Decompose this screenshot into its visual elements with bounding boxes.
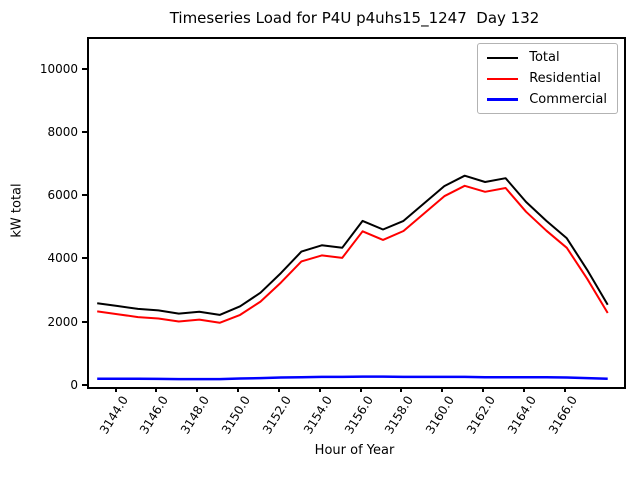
y-tick-label: 4000 [47,251,78,266]
legend-entry-total: Total [487,50,607,65]
legend-label: Residential [529,71,601,86]
y-tick-mark [82,194,87,197]
x-tick-mark [441,387,444,392]
x-tick-mark [114,387,117,392]
legend-label: Commercial [529,92,607,107]
legend-entry-residential: Residential [487,71,607,86]
y-tick-label: 0 [70,378,78,392]
y-tick-label: 10000 [39,61,78,76]
legend: Total Residential Commercial [477,43,618,114]
total-line-swatch-icon [487,56,519,59]
legend-label: Total [529,50,560,65]
x-tick-mark [155,387,158,392]
x-tick-mark [277,387,280,392]
x-tick-mark [237,387,240,392]
residential-line-swatch-icon [487,77,519,80]
x-tick-mark [522,387,525,392]
y-tick-mark [82,257,87,260]
x-tick-mark [563,387,566,392]
x-tick-mark [318,387,321,392]
x-tick-mark [196,387,199,392]
y-tick-mark [82,320,87,323]
x-tick-mark [400,387,403,392]
y-tick-mark [82,384,87,386]
plot-area: Total Residential Commercial [87,37,626,389]
total-line [97,174,609,316]
y-tick-label: 2000 [47,314,78,329]
commercial-line [97,375,608,381]
y-tick-mark [82,130,87,133]
x-tick-mark [359,387,362,392]
residential-line [97,184,609,324]
data-lines [97,174,609,381]
chart-title: Timeseries Load for P4U p4uhs15_1247 Day… [169,9,540,27]
y-tick-mark [82,67,87,70]
legend-entry-commercial: Commercial [487,92,607,107]
commercial-line-swatch-icon [487,98,519,101]
x-axis-label: Hour of Year [314,443,395,458]
y-tick-label: 6000 [47,188,78,203]
y-tick-label: 8000 [47,124,78,139]
x-tick-mark [482,387,485,392]
